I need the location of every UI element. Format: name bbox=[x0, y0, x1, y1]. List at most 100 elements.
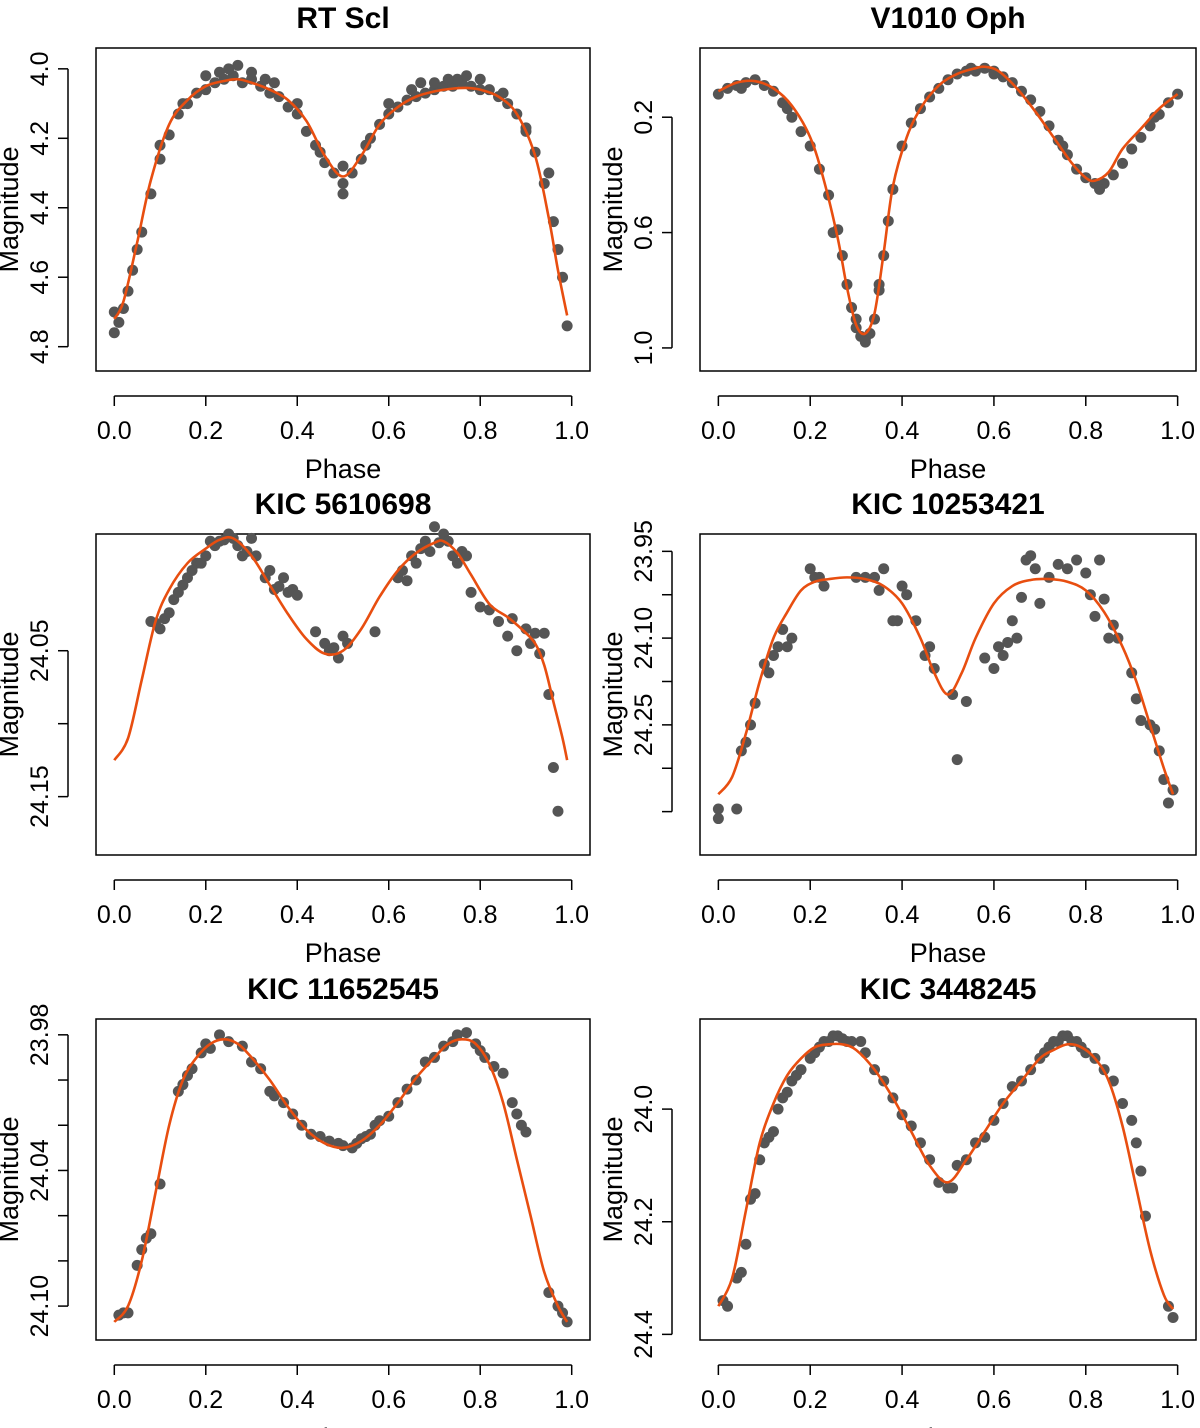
data-point bbox=[419, 535, 431, 547]
fit-curve bbox=[717, 1042, 1175, 1310]
plot-frame bbox=[95, 47, 591, 372]
x-axis-label: Phase bbox=[305, 938, 382, 968]
data-point bbox=[818, 580, 830, 592]
data-point bbox=[465, 586, 477, 598]
x-tick-label: 0.2 bbox=[793, 901, 828, 929]
data-point bbox=[1135, 131, 1147, 143]
plot-frame bbox=[699, 533, 1197, 856]
data-point bbox=[846, 1036, 858, 1048]
data-point bbox=[346, 167, 358, 179]
data-point bbox=[1107, 169, 1119, 181]
data-points bbox=[113, 1027, 573, 1328]
data-point bbox=[1006, 615, 1018, 627]
data-point bbox=[735, 1266, 747, 1278]
data-point bbox=[855, 1036, 867, 1048]
x-tick-label: 0.4 bbox=[280, 1386, 315, 1414]
data-point bbox=[511, 1108, 523, 1120]
data-point bbox=[246, 66, 258, 78]
data-point bbox=[979, 652, 991, 664]
data-point bbox=[406, 84, 418, 96]
data-point bbox=[451, 1029, 463, 1041]
data-point bbox=[442, 73, 454, 85]
data-point bbox=[497, 87, 509, 99]
data-point bbox=[538, 627, 550, 639]
x-tick-label: 0.8 bbox=[463, 1386, 498, 1414]
y-tick-label: 4.8 bbox=[26, 329, 54, 364]
x-tick-label: 0.4 bbox=[885, 417, 920, 445]
data-point bbox=[383, 98, 395, 110]
data-point bbox=[547, 761, 559, 773]
y-tick-label: 24.0 bbox=[630, 1085, 658, 1134]
plot-frame bbox=[95, 1018, 591, 1341]
data-point bbox=[795, 126, 807, 138]
data-point bbox=[772, 641, 784, 653]
data-point bbox=[749, 1188, 761, 1200]
x-tick-label: 1.0 bbox=[1160, 417, 1195, 445]
data-point bbox=[772, 1103, 784, 1115]
data-point bbox=[1052, 558, 1064, 570]
panel-3: KIC 5610698 0.0 0.2 0.4 0.6 0.8 1.0 Phase 24.05 2… bbox=[0, 488, 591, 968]
data-point bbox=[988, 662, 1000, 674]
y-tick-label: 4.0 bbox=[26, 51, 54, 86]
y-tick-label: 24.15 bbox=[26, 765, 54, 828]
data-points bbox=[712, 550, 1179, 825]
data-point bbox=[273, 581, 285, 593]
data-point bbox=[474, 73, 486, 85]
x-tick-label: 0.0 bbox=[701, 901, 736, 929]
data-point bbox=[722, 1300, 734, 1312]
x-tick-label: 0.0 bbox=[97, 417, 132, 445]
data-point bbox=[1043, 571, 1055, 583]
x-tick-label: 0.6 bbox=[371, 901, 406, 929]
y-tick-label: 4.6 bbox=[26, 260, 54, 295]
data-point bbox=[410, 557, 422, 569]
data-point bbox=[200, 70, 212, 82]
data-point bbox=[1167, 1311, 1179, 1323]
y-tick-label: 24.10 bbox=[26, 1275, 54, 1338]
data-point bbox=[735, 82, 747, 94]
panel-1: RT Scl 0.0 0.2 0.4 0.6 0.8 1.0 Phase 4.0 4.2 4.4 4.… bbox=[0, 2, 591, 484]
panel-title: V1010 Oph bbox=[870, 2, 1025, 35]
fit-curve bbox=[113, 77, 569, 320]
data-point bbox=[804, 563, 816, 575]
fit-curve bbox=[113, 1038, 569, 1323]
x-axis-label: Phase bbox=[910, 1423, 987, 1428]
data-point bbox=[1025, 550, 1037, 562]
panel-4: KIC 10253421 0.0 0.2 0.4 0.6 0.8 1.0 Phase 23.95… bbox=[598, 488, 1197, 968]
data-point bbox=[461, 550, 472, 562]
data-point bbox=[268, 77, 280, 89]
panel-title: KIC 5610698 bbox=[255, 488, 432, 521]
data-point bbox=[878, 563, 890, 575]
data-point bbox=[1094, 554, 1106, 566]
data-point bbox=[859, 1047, 871, 1059]
y-axis-label: Magnitude bbox=[598, 146, 628, 272]
data-point bbox=[401, 575, 413, 587]
data-point bbox=[506, 613, 518, 625]
panel-title: KIC 10253421 bbox=[851, 488, 1044, 521]
y-tick-label: 24.25 bbox=[630, 694, 658, 757]
x-tick-label: 0.2 bbox=[188, 901, 223, 929]
data-point bbox=[259, 73, 271, 85]
y-axis-label: Magnitude bbox=[0, 631, 24, 757]
data-point bbox=[997, 649, 1009, 661]
y-tick-label: 1.0 bbox=[630, 331, 658, 366]
data-point bbox=[712, 88, 724, 100]
data-point bbox=[933, 82, 945, 94]
panel-5: KIC 11652545 0.0 0.2 0.4 0.6 0.8 1.0 Phase 23.98… bbox=[0, 973, 591, 1428]
x-tick-label: 0.4 bbox=[885, 901, 920, 929]
data-point bbox=[232, 59, 244, 71]
x-tick-label: 0.6 bbox=[371, 417, 406, 445]
data-point bbox=[1080, 567, 1092, 579]
data-point bbox=[428, 77, 440, 89]
plot-frame bbox=[699, 47, 1197, 372]
y-axis-label: Magnitude bbox=[0, 1116, 24, 1242]
data-point bbox=[924, 641, 936, 653]
x-tick-label: 1.0 bbox=[1160, 1386, 1195, 1414]
fit-curve bbox=[717, 65, 1179, 336]
data-point bbox=[511, 645, 523, 657]
data-point bbox=[291, 589, 303, 601]
data-point bbox=[1011, 632, 1023, 644]
data-point bbox=[896, 580, 908, 592]
data-point bbox=[529, 627, 541, 639]
data-point bbox=[1061, 563, 1073, 575]
x-tick-label: 0.2 bbox=[793, 417, 828, 445]
